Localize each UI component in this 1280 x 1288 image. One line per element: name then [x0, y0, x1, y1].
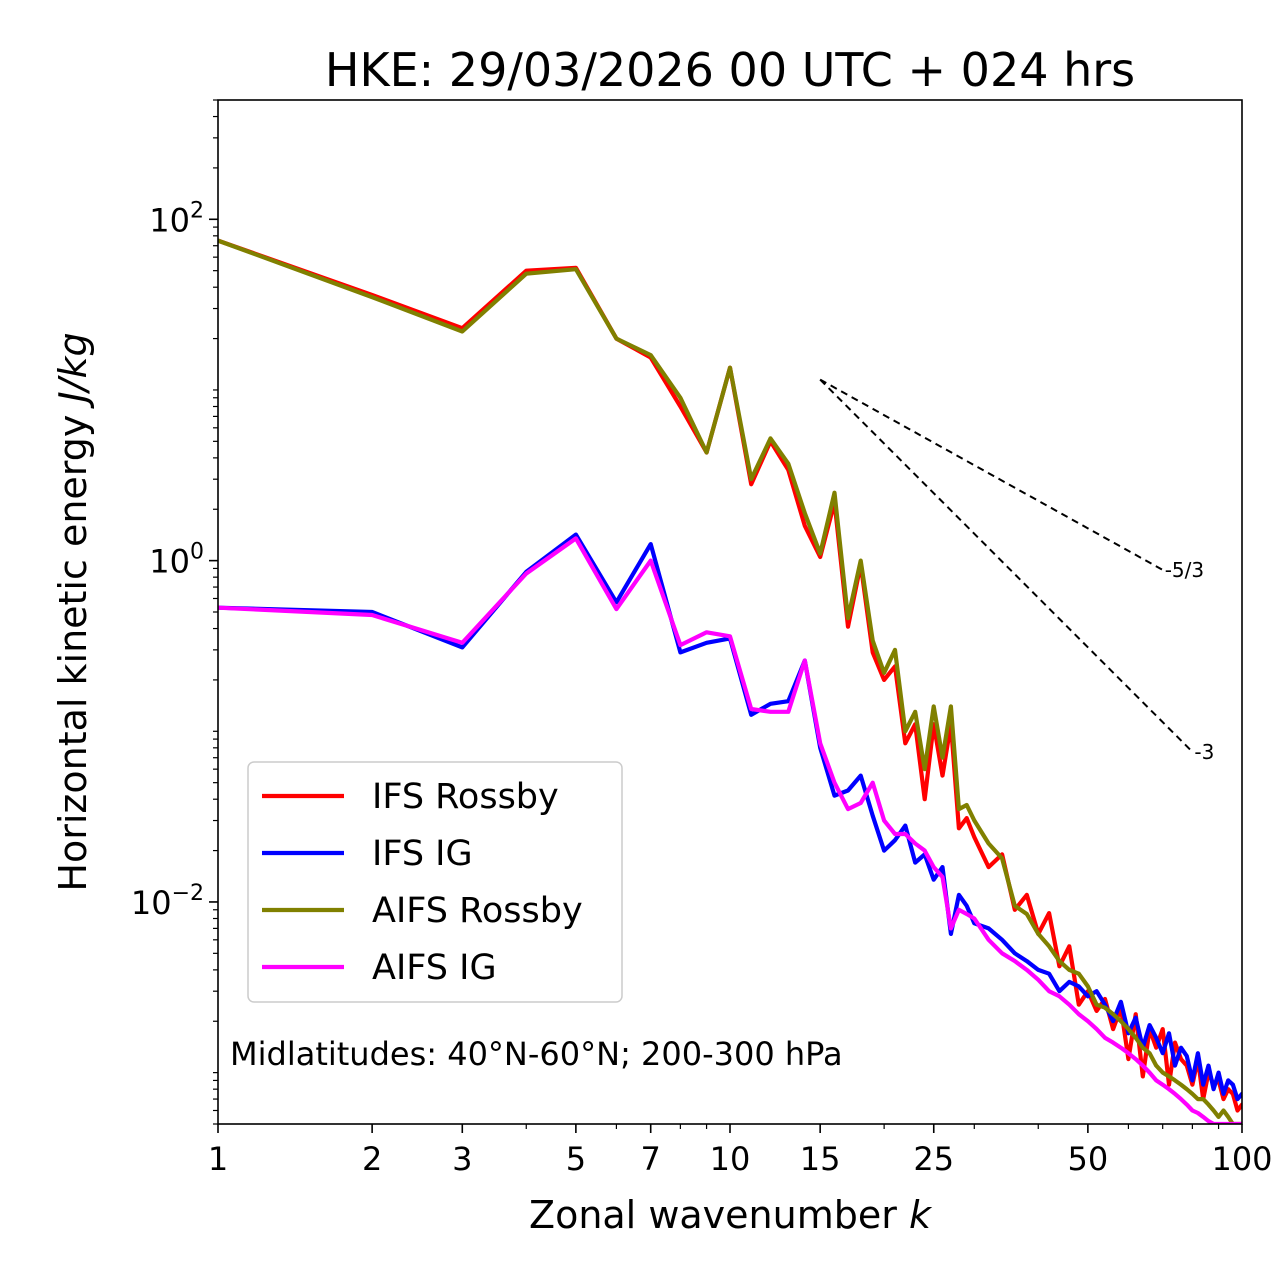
- y-tick-label: 10−2: [131, 881, 204, 922]
- chart-title: HKE: 29/03/2026 00 UTC + 024 hrs: [325, 43, 1135, 97]
- legend-label-aifs-rossby: AIFS Rossby: [372, 891, 583, 931]
- y-axis-label-text: Horizontal kinetic energy: [51, 403, 95, 892]
- legend-box: [247, 761, 623, 1003]
- legend: IFS Rossby IFS IG AIFS Rossby AIFS IG: [247, 761, 623, 1003]
- x-tick-label: 15: [800, 1140, 841, 1178]
- legend-label-ifs-ig: IFS IG: [372, 834, 473, 874]
- x-tick-label: 100: [1211, 1140, 1272, 1178]
- x-axis-label-text: Zonal wavenumber: [529, 1193, 909, 1237]
- x-tick-label: 1: [208, 1140, 228, 1178]
- x-tick-label: 3: [452, 1140, 472, 1178]
- reference-slope-line: [819, 378, 1164, 571]
- x-tick-label: 10: [710, 1140, 751, 1178]
- y-axis-ticks: 102 100 10−2: [131, 99, 218, 1125]
- reference-slope-label: -3: [1194, 740, 1214, 764]
- series-layer: [218, 238, 1242, 1124]
- reference-slope-label: -5/3: [1165, 558, 1204, 582]
- x-axis-label: Zonal wavenumber k: [529, 1193, 933, 1237]
- series-line-ifs-ig: [218, 532, 1242, 1102]
- series-line-aifs-rossby: [218, 238, 1242, 1124]
- x-axis-ticks: 1 2 3 5 7 10 15 25 50 100: [208, 1124, 1273, 1178]
- x-tick-label: 50: [1068, 1140, 1109, 1178]
- legend-items: IFS Rossby IFS IG AIFS Rossby AIFS IG: [262, 777, 583, 988]
- y-tick-label: 102: [149, 198, 204, 239]
- x-tick-label: 25: [913, 1140, 954, 1178]
- legend-label-aifs-ig: AIFS IG: [372, 948, 497, 988]
- reference-slope-line: [819, 378, 1194, 753]
- x-axis-label-var: k: [909, 1193, 933, 1237]
- x-tick-label: 2: [362, 1140, 382, 1178]
- y-axis-label: Horizontal kinetic energy J/kg: [51, 332, 95, 891]
- series-line-aifs-ig: [218, 536, 1242, 1124]
- legend-label-ifs-rossby: IFS Rossby: [372, 777, 559, 817]
- region-annotation: Midlatitudes: 40°N-60°N; 200-300 hPa: [230, 1035, 843, 1073]
- x-tick-label: 5: [566, 1140, 586, 1178]
- y-axis-label-unit: J/kg: [51, 332, 95, 409]
- reference-slopes: -5/3 -3: [819, 378, 1214, 764]
- y-tick-label: 100: [149, 540, 204, 581]
- x-tick-label: 7: [641, 1140, 661, 1178]
